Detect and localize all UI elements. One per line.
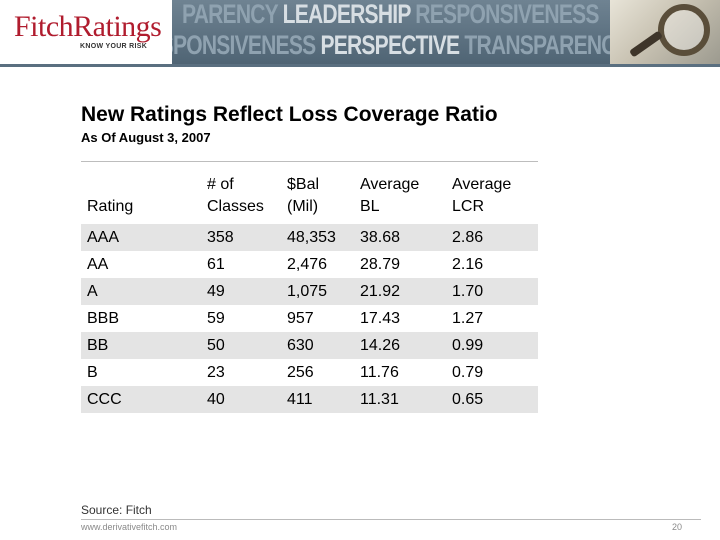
table-cell: 2.86 xyxy=(446,224,538,251)
table-cell: 48,353 xyxy=(281,224,354,251)
table-cell: 630 xyxy=(281,332,354,359)
table-row: B 23 256 11.76 0.79 xyxy=(81,359,538,386)
page-number: 20 xyxy=(672,522,682,532)
magnifying-glass-icon xyxy=(658,4,710,56)
table-row: CCC 40 411 11.31 0.65 xyxy=(81,386,538,413)
table-cell: 0.99 xyxy=(446,332,538,359)
table-cell: CCC xyxy=(81,386,201,413)
column-header: Average LCR xyxy=(446,170,538,224)
table-cell: 0.79 xyxy=(446,359,538,386)
table-cell: 17.43 xyxy=(354,305,446,332)
table-cell: 256 xyxy=(281,359,354,386)
table-cell: 21.92 xyxy=(354,278,446,305)
table-row: A 49 1,075 21.92 1.70 xyxy=(81,278,538,305)
table-cell: 1,075 xyxy=(281,278,354,305)
table-row: BBB 59 957 17.43 1.27 xyxy=(81,305,538,332)
table-cell: 1.70 xyxy=(446,278,538,305)
table-row: AA 61 2,476 28.79 2.16 xyxy=(81,251,538,278)
table-cell: A xyxy=(81,278,201,305)
table-cell: B xyxy=(81,359,201,386)
table-cell: AAA xyxy=(81,224,201,251)
ratings-table: Rating # of Classes $Bal (Mil) Average BL A… xyxy=(81,170,538,413)
table-cell: 28.79 xyxy=(354,251,446,278)
column-header: Rating xyxy=(81,170,201,224)
table-cell: 50 xyxy=(201,332,281,359)
table-cell: AA xyxy=(81,251,201,278)
footer-divider xyxy=(81,519,701,520)
footer-url: www.derivativefitch.com xyxy=(81,522,177,532)
table-cell: 38.68 xyxy=(354,224,446,251)
column-header: # of Classes xyxy=(201,170,281,224)
slide-title: New Ratings Reflect Loss Coverage Ratio xyxy=(81,103,498,127)
table-cell: 358 xyxy=(201,224,281,251)
table-cell: BB xyxy=(81,332,201,359)
magnifier-handle xyxy=(629,30,663,57)
banner-word-band: PARENCY LEADERSHIP RESPONSIVENESS RESPON… xyxy=(172,0,610,64)
table-cell: BBB xyxy=(81,305,201,332)
table-row: AAA 358 48,353 38.68 2.86 xyxy=(81,224,538,251)
table-cell: 1.27 xyxy=(446,305,538,332)
table-cell: 14.26 xyxy=(354,332,446,359)
banner-word: LEADERSHIP xyxy=(283,0,411,29)
table-cell: 49 xyxy=(201,278,281,305)
magnifying-glass-photo xyxy=(610,0,720,64)
table-cell: 2.16 xyxy=(446,251,538,278)
table-header-row: Rating # of Classes $Bal (Mil) Average BL A… xyxy=(81,170,538,224)
banner-divider xyxy=(0,64,720,67)
header-banner: FitchRatings KNOW YOUR RISK PARENCY LEAD… xyxy=(0,0,720,64)
source-note: Source: Fitch xyxy=(81,503,152,517)
column-header: $Bal (Mil) xyxy=(281,170,354,224)
column-header: Average BL xyxy=(354,170,446,224)
banner-word: TRANSPARENCY xyxy=(464,30,610,60)
slide-subtitle: As Of August 3, 2007 xyxy=(81,130,211,145)
banner-words-line1: PARENCY LEADERSHIP RESPONSIVENESS xyxy=(182,0,599,30)
table-body: AAA 358 48,353 38.68 2.86 AA 61 2,476 28.79 2.16 A… xyxy=(81,224,538,413)
table-cell: 23 xyxy=(201,359,281,386)
logo-text: FitchRatings xyxy=(14,10,161,44)
banner-word: PARENCY xyxy=(182,0,278,29)
table-cell: 61 xyxy=(201,251,281,278)
banner-word: RESPONSIVENESS xyxy=(172,30,315,60)
title-divider xyxy=(81,161,538,162)
table-cell: 2,476 xyxy=(281,251,354,278)
table-cell: 957 xyxy=(281,305,354,332)
table-cell: 40 xyxy=(201,386,281,413)
fitch-ratings-logo: FitchRatings KNOW YOUR RISK xyxy=(14,10,174,54)
banner-word: RESPONSIVENESS xyxy=(415,0,598,29)
table-cell: 11.31 xyxy=(354,386,446,413)
table-cell: 0.65 xyxy=(446,386,538,413)
table-cell: 11.76 xyxy=(354,359,446,386)
banner-words-line2: RESPONSIVENESS PERSPECTIVE TRANSPARENCY xyxy=(172,30,610,61)
table-row: BB 50 630 14.26 0.99 xyxy=(81,332,538,359)
table-cell: 59 xyxy=(201,305,281,332)
banner-word: PERSPECTIVE xyxy=(320,30,459,60)
table-cell: 411 xyxy=(281,386,354,413)
logo-tagline: KNOW YOUR RISK xyxy=(80,43,147,50)
